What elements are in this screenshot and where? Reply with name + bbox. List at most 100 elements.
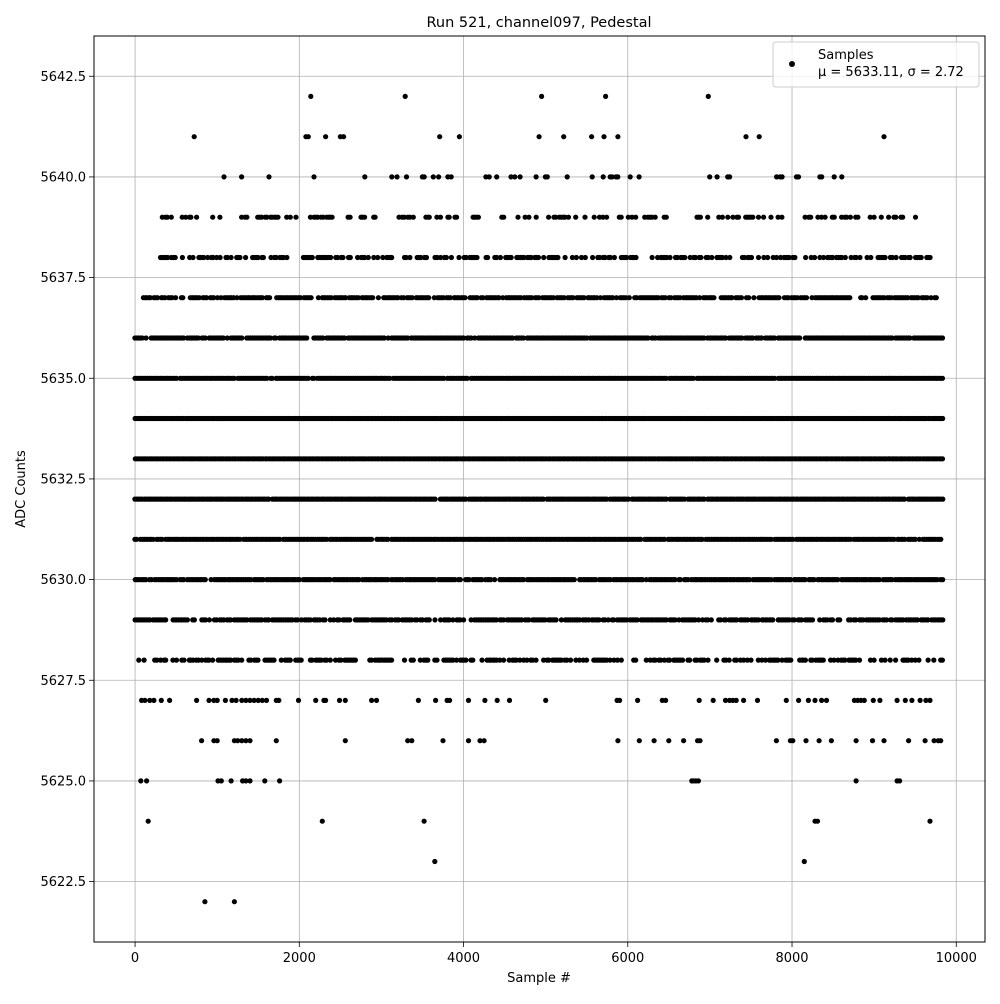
data-point [748,657,754,663]
y-tick-label: 5642.5 [41,70,87,85]
data-point [870,697,876,704]
data-point [751,295,757,301]
data-point [618,657,624,663]
data-point [939,335,946,341]
data-point [939,456,946,462]
data-point [454,214,460,220]
data-point [163,617,169,623]
x-axis-label: Sample # [507,971,571,986]
data-point [819,697,825,704]
data-point [746,577,753,583]
data-point [437,214,444,220]
data-point [318,657,324,663]
data-point [308,93,314,99]
data-point [855,214,861,220]
data-point [882,254,888,261]
data-point [454,657,460,663]
data-point [887,657,893,663]
data-point [748,254,755,261]
data-point [375,254,381,261]
data-point [605,617,611,623]
data-point [421,818,427,824]
data-point [403,174,410,180]
y-tick-label: 5625.0 [41,774,87,789]
data-point [276,697,282,704]
data-point [614,657,621,663]
x-tick-label: 10000 [936,951,977,966]
data-point [881,134,887,140]
data-point [228,254,234,261]
data-point [446,214,452,220]
data-point [907,254,913,261]
data-point [210,657,216,663]
data-point [811,577,817,583]
data-point [853,778,859,784]
data-point [362,174,368,180]
data-point [432,577,438,583]
data-point [396,617,402,623]
data-point [450,657,456,663]
data-point [916,657,922,663]
data-point [338,657,344,663]
data-point [755,254,762,261]
data-point [432,858,438,865]
y-tick-label: 5637.5 [41,271,87,286]
data-point [667,254,673,261]
data-point [682,254,688,261]
data-point [369,697,375,704]
data-point [759,657,765,663]
y-tick-label: 5640.0 [41,170,87,185]
data-point [555,254,561,261]
data-point [788,657,794,663]
data-point [486,174,492,180]
data-point [470,657,476,663]
data-point [462,295,468,301]
data-point [615,134,621,140]
data-point [410,657,416,663]
data-point [533,214,539,220]
data-point [725,214,731,220]
data-point [277,778,283,784]
data-point [474,254,480,261]
data-point [546,657,552,663]
data-point [727,254,733,261]
data-point [228,657,234,663]
data-point [214,738,220,744]
data-point [541,254,547,261]
data-point [309,254,315,261]
data-point [389,174,395,180]
data-point [755,214,762,220]
data-point [814,818,821,824]
data-point [180,295,186,301]
points-layer [132,93,946,905]
data-point [877,697,883,704]
data-point [803,254,809,261]
data-point [362,214,368,220]
data-point [696,697,702,704]
data-point [889,617,895,623]
data-point [663,214,669,220]
data-point [425,657,431,663]
data-point [336,697,343,704]
data-point [260,254,266,261]
data-point [141,657,147,663]
data-point [347,617,353,623]
data-point [447,697,453,704]
data-point [709,254,715,261]
data-point [697,738,703,744]
data-point [672,617,678,623]
data-point [247,778,253,784]
data-point [939,657,946,663]
data-point [436,174,442,180]
data-point [625,496,632,502]
data-point [847,214,854,220]
data-point [802,657,809,663]
data-point [170,657,176,663]
data-point [847,295,853,301]
data-point [322,617,328,623]
data-point [792,254,798,261]
data-point [788,577,794,583]
x-tick-label: 0 [131,951,139,966]
data-point [823,697,830,704]
data-point [239,174,245,180]
